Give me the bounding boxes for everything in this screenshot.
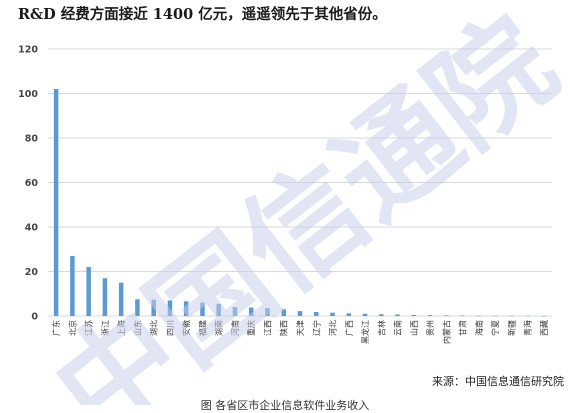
x-tick-label: 河北 [328, 320, 338, 336]
x-tick-label: 江苏 [84, 320, 94, 336]
bar [54, 89, 59, 316]
bar [168, 300, 173, 316]
bar [86, 267, 91, 316]
x-tick-label: 山西 [409, 320, 419, 336]
grid-lines [48, 49, 552, 316]
x-tick-label: 上海 [116, 320, 126, 336]
figure-caption: 图 各省区市企业信息软件业务收入 [0, 397, 570, 413]
bar [379, 314, 384, 316]
y-tick-label: 60 [25, 178, 39, 189]
y-tick-label: 80 [25, 134, 39, 145]
bar [428, 315, 433, 316]
x-tick-label: 重庆 [246, 320, 256, 336]
bar [233, 307, 238, 316]
x-tick-label: 山东 [132, 320, 142, 336]
bar [347, 313, 352, 316]
x-tick-label: 云南 [393, 320, 403, 336]
x-tick-label: 天津 [295, 320, 305, 336]
x-tick-label: 贵州 [425, 320, 435, 336]
x-axis: 广东北京江苏浙江上海山东湖北四川安徽福建湖南河南重庆江西陕西天津辽宁河北广西黑龙… [51, 320, 549, 344]
y-tick-label: 100 [18, 89, 38, 100]
x-tick-label: 陕西 [279, 320, 289, 336]
bar [151, 300, 156, 316]
source-note: 来源：中国信息通信研究院 [432, 373, 564, 389]
y-tick-label: 20 [25, 267, 39, 278]
x-tick-label: 广西 [344, 320, 354, 336]
bar [298, 311, 303, 316]
y-tick-label: 0 [31, 312, 38, 323]
x-tick-label: 西藏 [539, 320, 549, 336]
bar [363, 314, 368, 316]
x-tick-label: 北京 [67, 320, 77, 336]
x-tick-label: 河南 [230, 320, 240, 336]
bars [54, 89, 546, 316]
bar [281, 309, 286, 316]
bar [200, 303, 205, 316]
x-tick-label: 四川 [166, 320, 175, 336]
y-tick-label: 40 [25, 223, 39, 234]
bar [314, 312, 319, 316]
x-tick-label: 宁夏 [490, 320, 500, 336]
bar [265, 308, 270, 316]
x-tick-label: 黑龙江 [360, 320, 370, 344]
x-tick-label: 青海 [523, 320, 533, 336]
x-tick-label: 广东 [51, 320, 61, 336]
bar [444, 315, 449, 316]
bar [119, 283, 124, 316]
x-tick-label: 内蒙古 [441, 320, 451, 344]
x-tick-label: 江西 [263, 320, 272, 336]
bar [412, 315, 417, 316]
x-tick-label: 湖南 [214, 320, 224, 336]
x-tick-label: 辽宁 [311, 320, 321, 336]
bar [103, 278, 108, 316]
bar [184, 301, 189, 316]
bar [395, 314, 400, 316]
x-tick-label: 新疆 [506, 320, 516, 336]
x-tick-label: 甘肃 [458, 320, 468, 336]
bar-chart: 0 20 40 60 80 100 120 广东北京江苏浙江上海山东湖北四川安徽福建湖南河南… [0, 0, 570, 370]
bar [249, 308, 254, 316]
x-tick-label: 湖北 [150, 320, 159, 336]
x-tick-label: 浙江 [100, 320, 110, 336]
x-tick-label: 安徽 [181, 320, 191, 336]
y-axis: 0 20 40 60 80 100 120 [18, 45, 38, 323]
bar [135, 299, 140, 316]
bar [70, 256, 75, 316]
y-tick-label: 120 [18, 45, 38, 56]
x-tick-label: 福建 [197, 320, 207, 336]
x-tick-label: 吉林 [376, 320, 386, 336]
bar [330, 313, 335, 316]
x-tick-label: 海南 [474, 320, 484, 336]
bar [216, 304, 221, 316]
